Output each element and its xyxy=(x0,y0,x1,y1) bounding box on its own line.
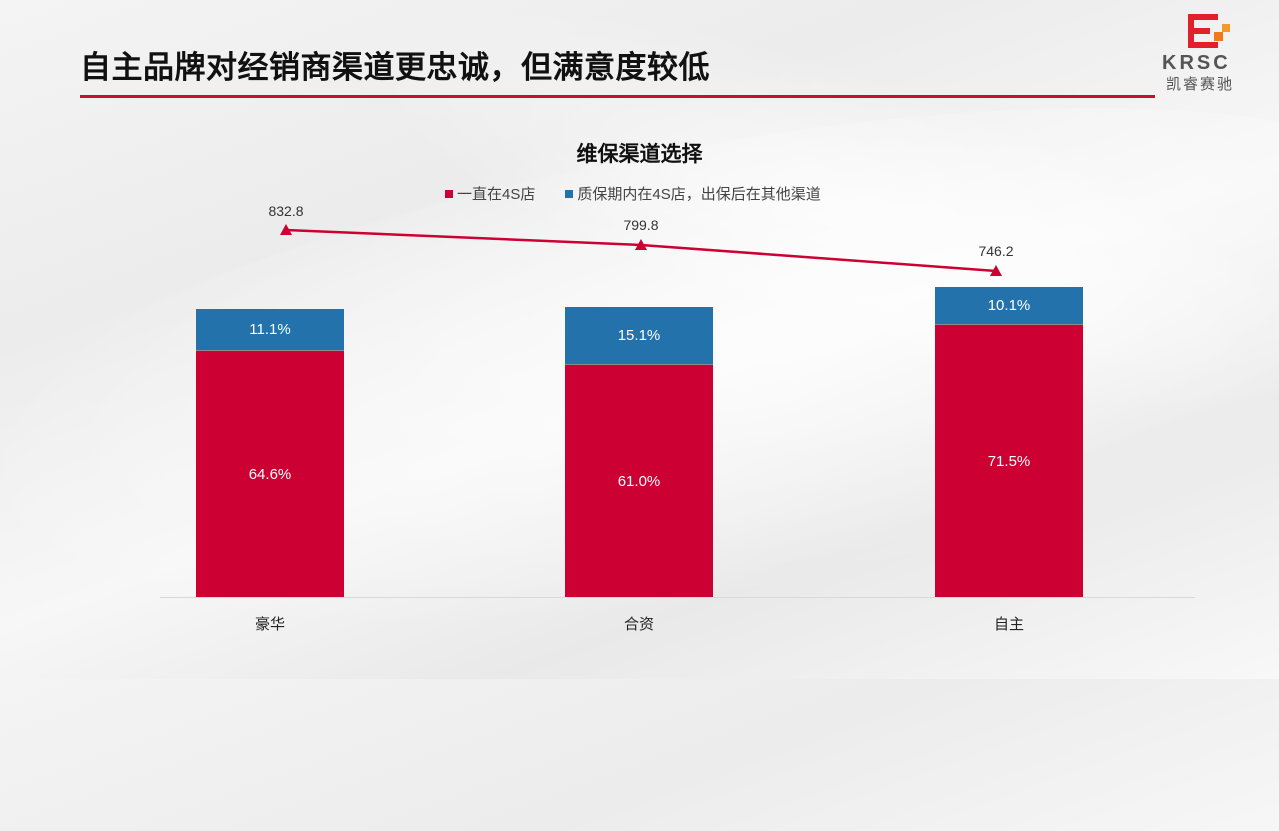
bar-luxury: 11.1% 64.6% xyxy=(196,309,344,597)
line-value-label: 746.2 xyxy=(978,243,1014,259)
bar-segment-warranty: 11.1% xyxy=(196,309,344,351)
segment-label: 71.5% xyxy=(987,452,1031,470)
triangle-marker-icon xyxy=(280,224,292,235)
bar-segment-warranty: 15.1% xyxy=(565,307,713,365)
category-label: 合资 xyxy=(623,616,654,633)
logo-subtitle: 凯睿赛驰 xyxy=(1166,76,1235,93)
segment-label: 11.1% xyxy=(249,321,291,338)
legend-item-always-4s: 一直在4S店 xyxy=(445,183,535,204)
page-title: 自主品牌对经销商渠道更忠诚，但满意度较低 xyxy=(80,50,710,85)
legend-label: 质保期内在4S店，出保后在其他渠道 xyxy=(577,186,821,203)
x-axis-line xyxy=(160,597,1195,598)
triangle-marker-icon xyxy=(990,265,1002,276)
segment-label: 10.1% xyxy=(987,297,1031,314)
legend-label: 一直在4S店 xyxy=(457,186,536,203)
legend-item-warranty-4s: 质保期内在4S店，出保后在其他渠道 xyxy=(565,183,821,204)
segment-label: 64.6% xyxy=(248,465,292,483)
legend-swatch-red-icon xyxy=(445,189,453,198)
bar-domestic: 10.1% 71.5% xyxy=(935,287,1083,597)
segment-label: 15.1% xyxy=(617,327,661,344)
bar-segment-always: 71.5% xyxy=(935,325,1083,597)
chart-title: 维保渠道选择 xyxy=(576,143,703,166)
line-value-label: 799.8 xyxy=(623,217,659,233)
line-value-label: 832.8 xyxy=(268,203,304,219)
category-label: 豪华 xyxy=(254,616,285,633)
logo-text: KRSC xyxy=(1162,52,1231,74)
bar-segment-always: 64.6% xyxy=(196,351,344,597)
bar-joint-venture: 15.1% 61.0% xyxy=(565,307,713,597)
logo-mark-icon xyxy=(1188,14,1230,48)
legend-swatch-blue-icon xyxy=(565,189,574,198)
triangle-marker-icon xyxy=(635,239,647,250)
satisfaction-line xyxy=(280,224,1002,276)
bar-segment-warranty: 10.1% xyxy=(935,287,1083,325)
bar-segment-always: 61.0% xyxy=(565,365,713,597)
company-logo: KRSC 凯睿赛驰 xyxy=(1160,10,1270,93)
segment-label: 61.0% xyxy=(617,472,661,490)
category-label: 自主 xyxy=(993,616,1024,633)
chart-legend: 一直在4S店 质保期内在4S店，出保后在其他渠道 xyxy=(445,183,821,204)
title-divider xyxy=(80,95,1155,98)
